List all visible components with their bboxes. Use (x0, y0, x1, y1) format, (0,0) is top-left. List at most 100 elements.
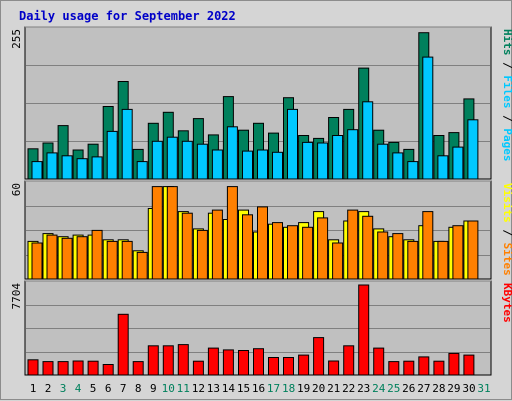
x-tick-label-day-20: 20 (312, 382, 325, 395)
x-tick-label-day-7: 7 (120, 382, 127, 395)
bar-sites-day-17 (272, 222, 283, 280)
bar-files-day-20 (317, 142, 329, 180)
bar-kbytes-day-30 (463, 354, 475, 376)
bar-kbytes-day-7 (117, 313, 129, 376)
bar-sites-day-23 (362, 215, 374, 280)
bar-sites-day-10 (166, 186, 178, 280)
bar-files-day-13 (211, 149, 223, 180)
x-tick-label-day-18: 18 (282, 382, 295, 395)
bar-files-day-8 (136, 161, 148, 180)
chart-title: Daily usage for September 2022 (19, 9, 236, 23)
bar-files-day-12 (196, 143, 208, 180)
bar-kbytes-day-10 (162, 345, 174, 376)
bar-sites-day-24 (377, 231, 389, 280)
bar-files-day-19 (302, 141, 314, 180)
bar-files-day-16 (257, 149, 268, 180)
x-tick-label-day-16: 16 (252, 382, 265, 395)
bar-kbytes-day-29 (448, 352, 460, 376)
bar-kbytes-day-17 (268, 357, 279, 376)
bar-sites-day-1 (31, 242, 43, 280)
bar-sites-day-26 (407, 240, 419, 280)
bar-kbytes-day-20 (313, 337, 325, 376)
bar-kbytes-day-8 (132, 361, 144, 376)
panel-hits-files-ymax-label: 255 (10, 29, 23, 49)
x-tick-label-day-21: 21 (327, 382, 340, 395)
x-tick-label-day-29: 29 (447, 382, 460, 395)
x-tick-label-day-8: 8 (135, 382, 142, 395)
legend-visits: Visits (501, 183, 512, 223)
x-tick-label-day-28: 28 (432, 382, 445, 395)
x-tick-label-day-11: 11 (177, 382, 190, 395)
bar-files-day-2 (46, 152, 58, 180)
bar-sites-day-8 (136, 251, 148, 280)
x-tick-label-day-25: 25 (387, 382, 400, 395)
x-tick-label-day-5: 5 (90, 382, 97, 395)
x-tick-label-day-31: 31 (477, 382, 490, 395)
x-tick-label-day-23: 23 (357, 382, 370, 395)
x-tick-label-day-12: 12 (192, 382, 205, 395)
x-tick-label-day-3: 3 (60, 382, 67, 395)
legend-sites: Sites (501, 243, 512, 276)
bar-kbytes-day-4 (72, 360, 84, 376)
legend-separator: / (501, 223, 512, 243)
bar-files-day-24 (377, 143, 389, 180)
legend-separator: / (501, 56, 512, 76)
x-tick-label-day-14: 14 (222, 382, 236, 395)
x-tick-label-day-30: 30 (462, 382, 475, 395)
bar-sites-day-27 (422, 211, 434, 280)
bar-files-day-14 (226, 126, 238, 180)
bar-kbytes-day-26 (403, 360, 415, 376)
x-tick-label-day-19: 19 (297, 382, 310, 395)
x-tick-label-day-27: 27 (417, 382, 430, 395)
bar-kbytes-day-9 (147, 345, 159, 376)
bar-files-day-1 (31, 161, 43, 180)
bar-files-day-23 (362, 101, 374, 180)
x-tick-label-day-22: 22 (342, 382, 355, 395)
bar-kbytes-day-15 (238, 350, 249, 376)
bar-kbytes-day-22 (343, 345, 355, 376)
x-tick-label-day-6: 6 (105, 382, 112, 395)
x-tick-label-day-24: 24 (372, 382, 386, 395)
panel-kbytes-ymax-label: 7704 (10, 283, 23, 310)
legend-separator: / (501, 109, 512, 129)
bar-sites-day-5 (91, 229, 103, 280)
bar-sites-day-9 (151, 186, 163, 280)
bar-files-day-3 (61, 155, 73, 180)
bar-sites-day-6 (106, 240, 118, 280)
bar-sites-day-28 (437, 240, 449, 280)
x-tick-label-day-1: 1 (30, 382, 37, 395)
x-tick-label-day-10: 10 (162, 382, 175, 395)
x-tick-label-day-9: 9 (150, 382, 157, 395)
bar-files-day-7 (121, 108, 133, 180)
bar-files-day-18 (287, 108, 298, 180)
bar-sites-day-13 (211, 209, 223, 280)
x-tick-label-day-15: 15 (237, 382, 250, 395)
x-tick-label-day-2: 2 (45, 382, 52, 395)
bar-kbytes-day-19 (298, 354, 310, 376)
bar-files-day-10 (166, 136, 178, 180)
bar-files-day-21 (332, 135, 344, 180)
legend-pages: Pages (501, 128, 512, 161)
bar-files-day-5 (91, 156, 103, 180)
bar-files-day-26 (407, 161, 419, 180)
bar-kbytes-day-14 (222, 349, 234, 376)
bar-files-day-29 (452, 146, 464, 180)
bar-files-day-17 (272, 151, 283, 180)
bar-sites-day-7 (121, 240, 133, 280)
bar-kbytes-day-1 (27, 359, 39, 376)
bar-files-day-9 (151, 140, 163, 180)
bar-kbytes-day-11 (177, 344, 189, 376)
panel-sites-visits-legend: Visits / Sites (501, 183, 512, 276)
bar-sites-day-29 (452, 225, 464, 280)
bar-files-day-6 (106, 130, 118, 180)
bar-kbytes-day-18 (283, 357, 294, 376)
x-tick-label-day-17: 17 (267, 382, 280, 395)
bar-sites-day-4 (76, 236, 88, 280)
legend-files: Files (501, 75, 512, 108)
bar-sites-day-2 (46, 234, 58, 280)
panel-sites-visits-ymax-label: 60 (10, 183, 23, 196)
bar-files-day-30 (467, 119, 479, 180)
bar-kbytes-day-2 (42, 361, 54, 376)
